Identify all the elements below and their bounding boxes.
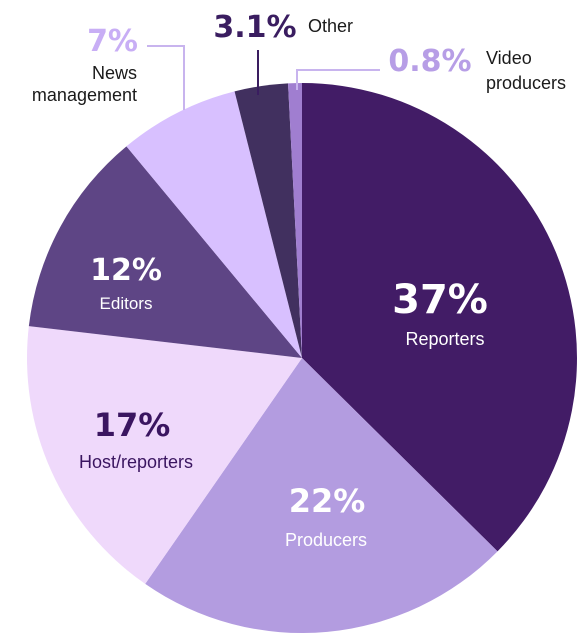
slice-label-video-producers-line1: Video bbox=[486, 48, 532, 68]
slice-pct-reporters: 37% bbox=[392, 277, 488, 323]
pie-slice-producers bbox=[145, 358, 498, 634]
pie-slice-reporters bbox=[302, 83, 577, 552]
slice-label-news-management-line1: News bbox=[92, 63, 137, 83]
slice-label-host-reporters: Host/reporters bbox=[79, 452, 193, 472]
leader-line-video-producers bbox=[296, 69, 380, 90]
slice-pct-host-reporters: 17% bbox=[94, 406, 171, 444]
pie-slice-video-producers bbox=[288, 83, 302, 358]
slice-label-producers: Producers bbox=[285, 530, 367, 550]
pie-slice-editors bbox=[28, 146, 303, 358]
pie-slices bbox=[27, 83, 577, 634]
slice-label-editors: Editors bbox=[100, 294, 153, 313]
slice-pct-producers: 22% bbox=[289, 482, 366, 520]
slice-label-news-management-line2: management bbox=[32, 85, 137, 105]
pie-slice-news-management bbox=[126, 91, 302, 358]
slice-pct-news-management: 7% bbox=[87, 24, 138, 59]
pie-slice-other bbox=[234, 83, 302, 358]
leader-line-news-management bbox=[147, 45, 185, 110]
slice-pct-other: 3.1% bbox=[213, 10, 296, 45]
slice-label-other: Other bbox=[308, 16, 353, 36]
leader-lines bbox=[147, 45, 380, 110]
slice-label-reporters: Reporters bbox=[405, 329, 484, 349]
slice-pct-video-producers: 0.8% bbox=[388, 44, 471, 79]
slice-pct-editors: 12% bbox=[90, 253, 162, 288]
pie-slice-host-reporters bbox=[27, 326, 303, 584]
slice-label-video-producers-line2: producers bbox=[486, 73, 566, 93]
